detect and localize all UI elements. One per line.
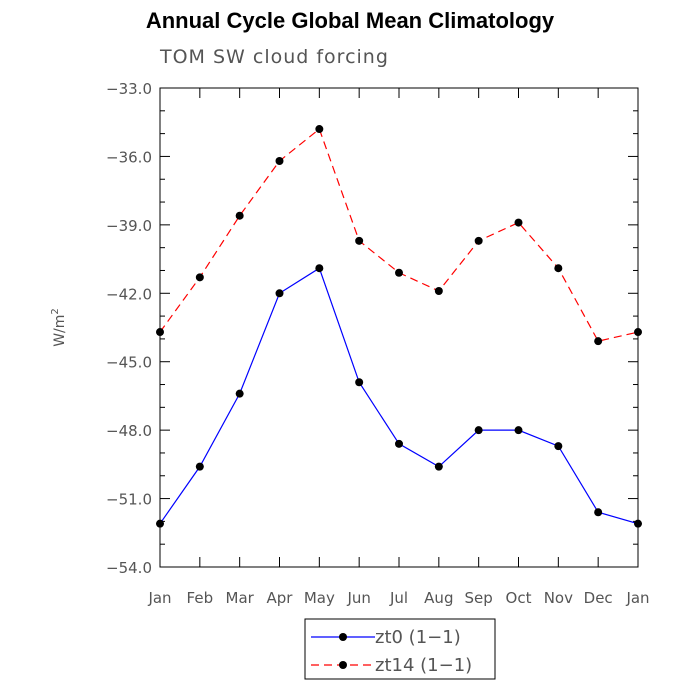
data-point-series-0	[275, 289, 284, 298]
x-tick-label: Jan	[625, 589, 649, 607]
y-tick-label: −33.0	[106, 80, 152, 98]
y-tick-label: −48.0	[106, 422, 152, 440]
series-line-0	[159, 267, 639, 525]
data-point-series-1	[514, 218, 523, 227]
data-point-series-0	[514, 426, 523, 435]
x-tick-label: Jun	[346, 589, 370, 607]
legend-label-1: zt14 (1−1)	[375, 655, 472, 676]
y-tick-label: −45.0	[106, 354, 152, 372]
data-point-series-1	[474, 236, 483, 245]
data-point-series-1	[275, 156, 284, 165]
axes: −33.0 −36.0 −39.0 −42.0 −45.0 −48.0 −51.0 −54.0…	[50, 80, 650, 607]
plot-frame	[159, 87, 639, 568]
legend-label-0: zt0 (1−1)	[375, 627, 461, 648]
data-point-series-0	[474, 426, 483, 435]
data-point-series-0	[315, 264, 324, 273]
x-tick-label: Apr	[267, 589, 294, 607]
data-point-series-1	[355, 236, 364, 245]
data-point-series-1	[315, 125, 324, 134]
x-tick-label: Feb	[187, 589, 214, 607]
data-point-series-0	[634, 519, 642, 528]
data-point-series-1	[395, 268, 403, 277]
data-point-series-1	[634, 328, 642, 337]
x-tick-label: Dec	[584, 589, 613, 607]
data-point-series-0	[235, 389, 244, 398]
data-point-series-1	[434, 287, 443, 296]
data-point-series-1	[594, 337, 603, 346]
x-tick-label: Jul	[389, 589, 408, 607]
series-line-1	[159, 128, 639, 342]
x-tick-label: Aug	[424, 589, 453, 607]
data-point-series-1	[156, 328, 164, 337]
data-point-series-0	[554, 442, 563, 451]
x-tick-label: Nov	[544, 589, 573, 607]
x-tick-label: Sep	[465, 589, 493, 607]
legend-marker-1	[339, 661, 347, 669]
x-tick-label: Jan	[147, 589, 171, 607]
series-layer	[156, 125, 642, 528]
y-tick-label: −42.0	[106, 285, 152, 303]
chart-subtitle: TOM SW cloud forcing	[160, 46, 389, 68]
y-tick-label: −54.0	[106, 559, 152, 577]
legend-marker-0	[339, 633, 347, 641]
data-point-series-0	[355, 378, 364, 387]
data-point-series-1	[554, 264, 563, 273]
data-point-series-0	[594, 508, 603, 517]
x-tick-label: Oct	[506, 589, 532, 607]
y-tick-label: −36.0	[106, 148, 152, 166]
data-point-series-1	[235, 211, 244, 220]
chart-title: Annual Cycle Global Mean Climatology	[145, 8, 555, 33]
y-tick-label: −51.0	[106, 491, 152, 509]
data-point-series-0	[195, 462, 204, 471]
data-point-series-0	[434, 462, 443, 471]
x-tick-label: Mar	[226, 589, 255, 607]
y-axis-label: W/m2	[50, 308, 68, 347]
legend: zt0 (1−1) zt14 (1−1)	[304, 618, 496, 680]
y-tick-label: −39.0	[106, 217, 152, 235]
data-point-series-0	[395, 439, 403, 448]
data-point-series-0	[156, 519, 164, 528]
legend-box	[304, 618, 496, 680]
data-point-series-1	[195, 273, 204, 282]
x-tick-label: May	[304, 589, 335, 607]
